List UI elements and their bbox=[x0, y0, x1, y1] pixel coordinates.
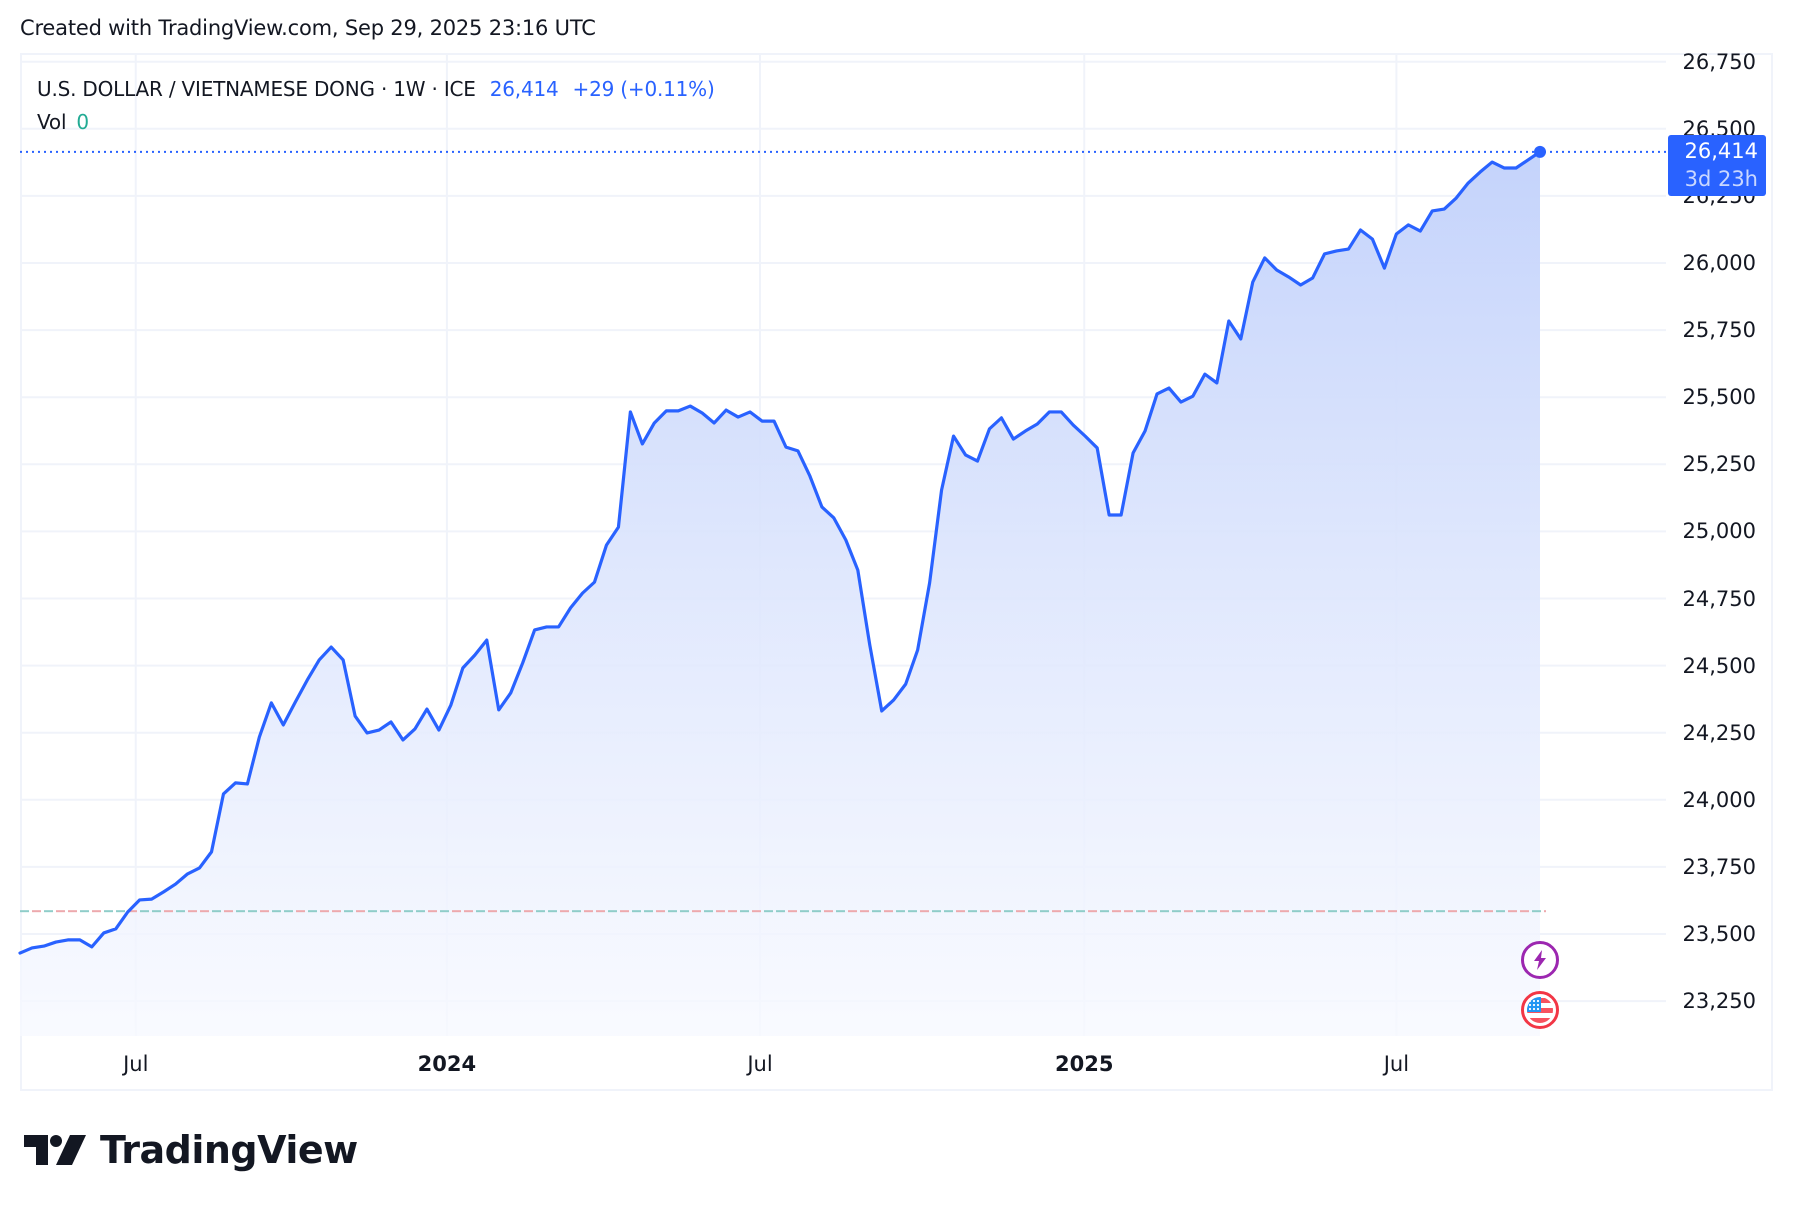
legend-volume-row[interactable]: Vol 0 bbox=[37, 105, 715, 138]
tradingview-logo[interactable]: TradingView bbox=[24, 1128, 358, 1172]
area-fill bbox=[20, 151, 1540, 1036]
created-with-caption: Created with TradingView.com, Sep 29, 20… bbox=[20, 16, 596, 40]
last-price-tag: 26,414 3d 23h bbox=[1668, 135, 1766, 196]
price-axis-label: 24,750 bbox=[1682, 586, 1756, 611]
bar-countdown: 3d 23h bbox=[1684, 167, 1758, 191]
tradingview-wordmark: TradingView bbox=[100, 1128, 358, 1172]
last-price-tag-value: 26,414 bbox=[1684, 139, 1758, 163]
time-axis-label: Jul bbox=[1383, 1052, 1410, 1076]
time-axis-label: 2024 bbox=[417, 1052, 477, 1076]
last-price-dot bbox=[1534, 145, 1546, 158]
chart-legend: U.S. DOLLAR / VIETNAMESE DONG · 1W · ICE… bbox=[37, 72, 715, 138]
legend-symbol-row[interactable]: U.S. DOLLAR / VIETNAMESE DONG · 1W · ICE… bbox=[37, 72, 715, 105]
price-axis-label: 23,500 bbox=[1682, 922, 1756, 946]
price-axis-label: 23,750 bbox=[1682, 854, 1756, 879]
volume-value: 0 bbox=[76, 109, 89, 134]
lightning-event-marker[interactable] bbox=[1521, 941, 1559, 979]
time-axis-label: Jul bbox=[747, 1052, 773, 1076]
us-flag-icon bbox=[1527, 997, 1553, 1023]
volume-label: Vol bbox=[37, 109, 67, 134]
price-axis-label: 25,750 bbox=[1682, 318, 1756, 343]
tradingview-logo-icon bbox=[24, 1135, 86, 1165]
price-axis-label: 23,250 bbox=[1682, 989, 1756, 1014]
time-axis-label: Jul bbox=[123, 1052, 149, 1076]
price-axis-label: 24,000 bbox=[1682, 787, 1756, 812]
price-line[interactable] bbox=[18, 150, 1542, 955]
price-axis-label: 25,500 bbox=[1682, 385, 1756, 410]
legend-last-price: 26,414 bbox=[489, 76, 559, 101]
price-axis-label: 26,750 bbox=[1682, 49, 1756, 74]
price-axis-label: 24,500 bbox=[1682, 653, 1756, 678]
price-axis-label: 26,000 bbox=[1682, 251, 1756, 275]
symbol-title[interactable]: U.S. DOLLAR / VIETNAMESE DONG · 1W · ICE bbox=[37, 76, 476, 101]
price-axis-label: 25,000 bbox=[1682, 519, 1756, 544]
economic-event-marker[interactable] bbox=[1521, 991, 1559, 1029]
lightning-icon bbox=[1534, 950, 1546, 970]
time-axis-label: 2025 bbox=[1055, 1052, 1114, 1076]
price-axis-label: 24,250 bbox=[1682, 720, 1756, 745]
chart-frame bbox=[20, 53, 1773, 1091]
price-axis-label: 25,250 bbox=[1682, 452, 1756, 477]
legend-change: +29 (+0.11%) bbox=[572, 76, 715, 101]
